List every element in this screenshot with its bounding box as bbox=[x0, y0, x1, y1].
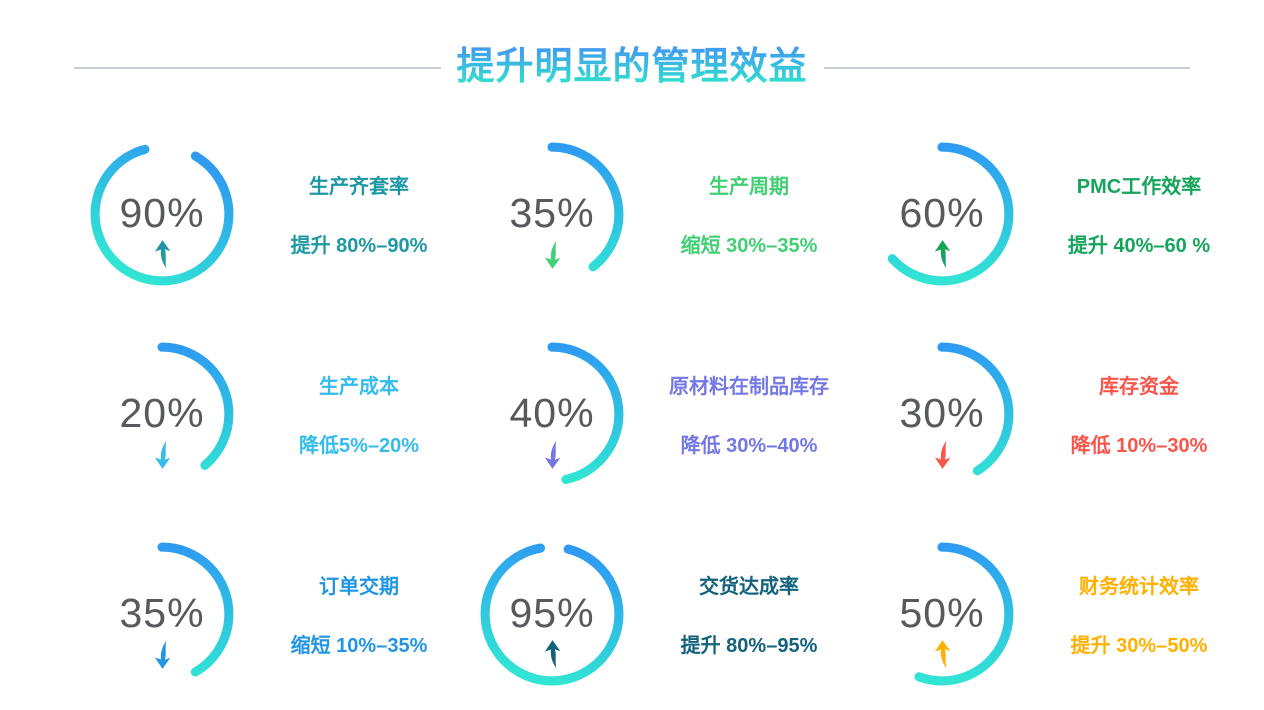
down-arrow-icon bbox=[154, 440, 170, 469]
metric-label: 原材料在制品库存 bbox=[669, 375, 829, 398]
header: 提升明显的管理效益 bbox=[0, 44, 1264, 92]
metric-label: 交货达成率 bbox=[699, 575, 799, 598]
gauge-center: 50% bbox=[866, 538, 1018, 690]
benefit-item-production-cost: 20% 生产成本 降低5%–20% bbox=[62, 336, 452, 492]
metric-text: 生产周期 缩短 30%–35% bbox=[646, 170, 852, 258]
title-divider-left bbox=[74, 66, 441, 69]
metric-change: 降低5%–20% bbox=[298, 434, 420, 457]
progress-ring: 20% bbox=[86, 338, 238, 490]
benefit-item-pmc-efficiency: 60% PMC工作效率 提升 40%–60 % bbox=[842, 136, 1232, 292]
arc-gauge bbox=[870, 342, 1014, 485]
metric-change: 缩短 10%–35% bbox=[290, 634, 428, 657]
metric-label: 财务统计效率 bbox=[1079, 575, 1199, 598]
metric-text: 库存资金 降低 10%–30% bbox=[1036, 370, 1242, 458]
up-arrow-icon bbox=[934, 639, 950, 668]
benefit-item-inventory-capital: 30% 库存资金 降低 10%–30% bbox=[842, 336, 1232, 492]
percent-value: 90% bbox=[119, 189, 205, 236]
percent-value: 50% bbox=[899, 589, 985, 636]
metric-label: 订单交期 bbox=[319, 575, 399, 598]
gauge-center: 40% bbox=[476, 338, 628, 490]
progress-ring: 30% bbox=[866, 338, 1018, 490]
gauge-center: 60% bbox=[866, 138, 1018, 290]
metric-text: 生产齐套率 提升 80%–90% bbox=[256, 170, 462, 258]
metric-change: 提升 40%–60 % bbox=[1067, 234, 1211, 257]
arc-gauge bbox=[90, 142, 234, 285]
progress-ring: 95% bbox=[476, 538, 628, 690]
progress-ring: 40% bbox=[476, 338, 628, 490]
metric-change: 降低 10%–30% bbox=[1070, 434, 1208, 457]
metric-text: 生产成本 降低5%–20% bbox=[256, 370, 462, 458]
arc-gauge bbox=[480, 342, 624, 485]
metric-label: 生产成本 bbox=[319, 375, 399, 398]
progress-ring: 90% bbox=[86, 138, 238, 290]
benefit-item-production-cycle: 35% 生产周期 缩短 30%–35% bbox=[452, 136, 842, 292]
arc-gauge bbox=[480, 142, 624, 285]
metric-text: 财务统计效率 提升 30%–50% bbox=[1036, 570, 1242, 658]
percent-value: 40% bbox=[509, 389, 595, 436]
benefit-item-production-kitting: 90% 生产齐套率 提升 80%–90% bbox=[62, 136, 452, 292]
up-arrow-icon bbox=[544, 639, 560, 668]
progress-ring: 50% bbox=[866, 538, 1018, 690]
gauge-center: 30% bbox=[866, 338, 1018, 490]
gauge-center: 95% bbox=[476, 538, 628, 690]
metric-text: 订单交期 缩短 10%–35% bbox=[256, 570, 462, 658]
metric-text: 交货达成率 提升 80%–95% bbox=[646, 570, 852, 658]
page-title: 提升明显的管理效益 bbox=[457, 44, 808, 92]
progress-ring: 60% bbox=[866, 138, 1018, 290]
arc-gauge bbox=[90, 542, 234, 685]
up-arrow-icon bbox=[934, 239, 950, 268]
percent-value: 20% bbox=[119, 389, 205, 436]
metric-label: PMC工作效率 bbox=[1076, 175, 1202, 198]
metric-change: 提升 80%–95% bbox=[680, 634, 818, 657]
gauge-grid: 90% 生产齐套率 提升 80%–90% 35% 生产周期 缩短 30%–35% bbox=[0, 92, 1264, 692]
arc-gauge bbox=[90, 342, 234, 485]
up-arrow-icon bbox=[154, 239, 170, 268]
down-arrow-icon bbox=[934, 440, 950, 469]
metric-change: 提升 80%–90% bbox=[290, 234, 428, 257]
benefit-item-wip-inventory: 40% 原材料在制品库存 降低 30%–40% bbox=[452, 336, 842, 492]
progress-ring: 35% bbox=[86, 538, 238, 690]
arc-gauge bbox=[870, 542, 1014, 685]
percent-value: 60% bbox=[899, 189, 985, 236]
metric-label: 生产周期 bbox=[709, 175, 789, 198]
gauge-center: 35% bbox=[86, 538, 238, 690]
arc-gauge bbox=[480, 542, 624, 685]
progress-ring: 35% bbox=[476, 138, 628, 290]
metric-text: PMC工作效率 提升 40%–60 % bbox=[1036, 170, 1242, 258]
metric-change: 降低 30%–40% bbox=[680, 434, 818, 457]
metric-change: 缩短 30%–35% bbox=[680, 234, 818, 257]
gauge-center: 90% bbox=[86, 138, 238, 290]
down-arrow-icon bbox=[544, 240, 560, 269]
benefit-item-finance-efficiency: 50% 财务统计效率 提升 30%–50% bbox=[842, 536, 1232, 692]
gauge-center: 20% bbox=[86, 338, 238, 490]
metric-label: 生产齐套率 bbox=[309, 175, 409, 198]
title-divider-right bbox=[823, 66, 1191, 69]
benefit-item-delivery-rate: 95% 交货达成率 提升 80%–95% bbox=[452, 536, 842, 692]
benefit-item-order-leadtime: 35% 订单交期 缩短 10%–35% bbox=[62, 536, 452, 692]
metric-label: 库存资金 bbox=[1099, 375, 1179, 398]
percent-value: 95% bbox=[509, 589, 595, 636]
down-arrow-icon bbox=[544, 440, 560, 469]
gauge-center: 35% bbox=[476, 138, 628, 290]
down-arrow-icon bbox=[154, 640, 170, 669]
percent-value: 30% bbox=[899, 389, 985, 436]
metric-text: 原材料在制品库存 降低 30%–40% bbox=[646, 370, 852, 458]
arc-gauge bbox=[870, 142, 1014, 285]
percent-value: 35% bbox=[119, 589, 205, 636]
metric-change: 提升 30%–50% bbox=[1070, 634, 1208, 657]
percent-value: 35% bbox=[509, 189, 595, 236]
